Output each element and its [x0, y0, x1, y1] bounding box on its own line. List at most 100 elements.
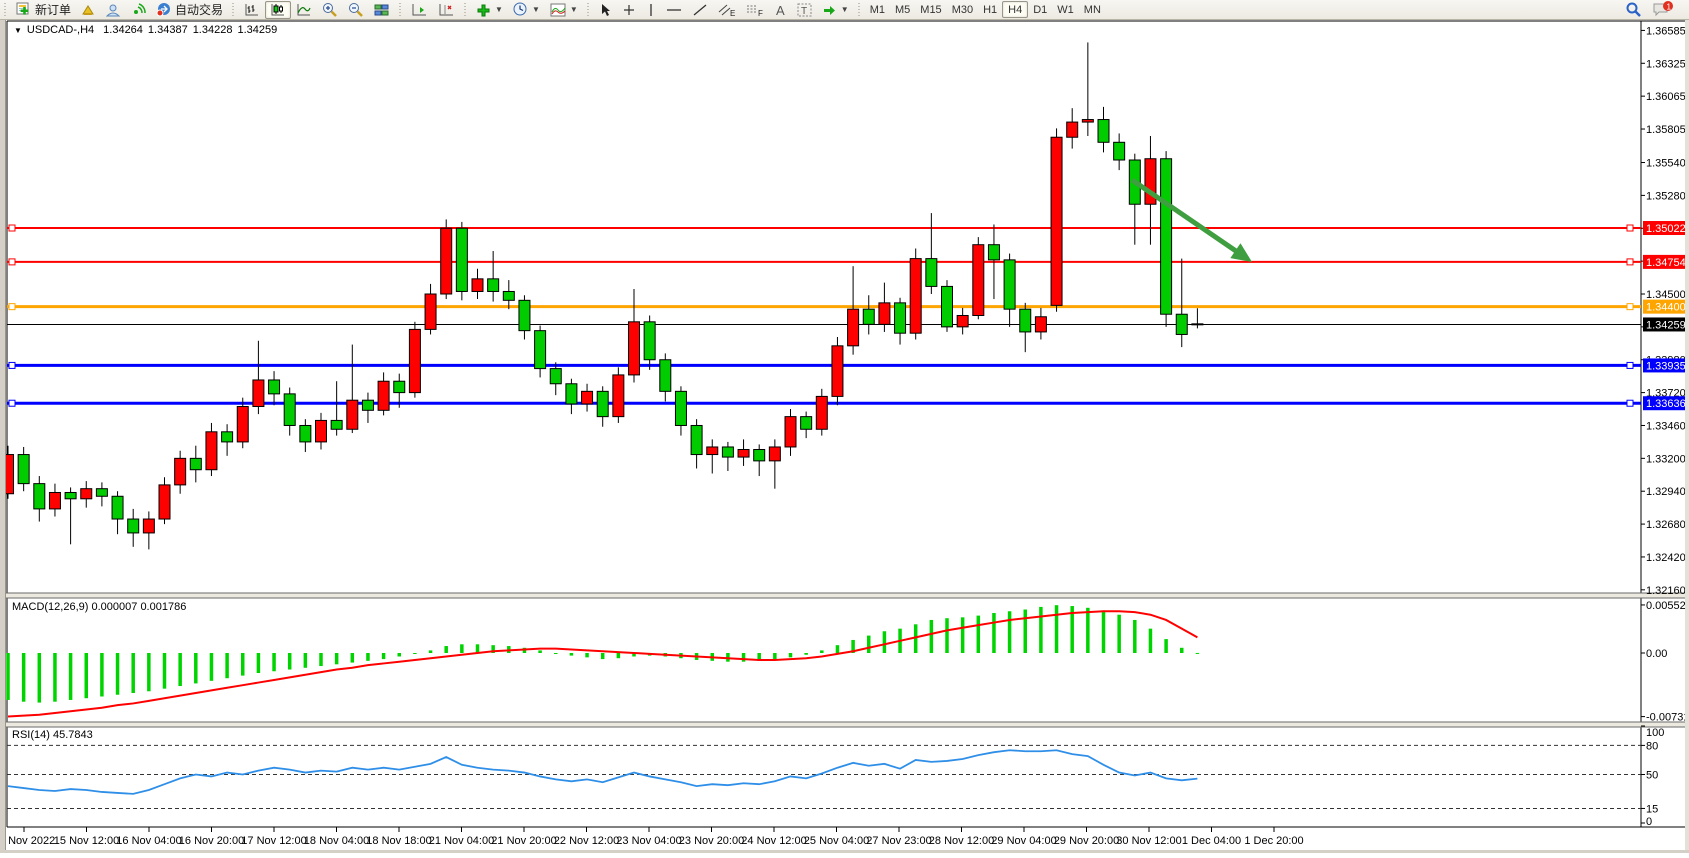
tab-h1[interactable]: H1 [983, 3, 998, 16]
autotrade-button[interactable]: 自动交易 [151, 1, 228, 19]
tab-m30[interactable]: M30 [951, 3, 974, 16]
auto-scroll-button[interactable] [406, 1, 433, 19]
zoom-out-button[interactable] [343, 1, 369, 19]
svg-text:A: A [776, 3, 785, 17]
label-icon: T [797, 3, 812, 17]
chevron-down-icon: ▼ [840, 5, 849, 14]
hline-handle[interactable] [8, 361, 16, 369]
hline-handle[interactable] [1626, 258, 1634, 266]
vline-button[interactable] [641, 1, 661, 19]
text-button[interactable]: A [769, 1, 792, 19]
candle [471, 278, 484, 292]
label-button[interactable]: T [792, 1, 817, 19]
line-chart-button[interactable] [291, 1, 317, 19]
candle [1144, 158, 1157, 205]
periods-button[interactable]: ▼ [508, 1, 545, 19]
toolbar-grip [2, 1, 9, 18]
chevron-down-icon[interactable]: ▼ [14, 25, 22, 35]
window-right-edge [1685, 20, 1689, 853]
hline-handle[interactable] [1626, 399, 1634, 407]
candle [909, 258, 922, 334]
crosshair-button[interactable] [617, 1, 641, 19]
journal-button[interactable] [76, 1, 101, 19]
tab-h4[interactable]: H4 [1002, 1, 1029, 18]
hline-handle[interactable] [8, 303, 16, 311]
journal-icon [82, 4, 94, 15]
tab-m1[interactable]: M1 [869, 3, 885, 16]
chart-shift-button[interactable] [433, 1, 460, 19]
ohlc-high: 1.34387 [147, 24, 188, 36]
svg-text:1 Dec 04:00: 1 Dec 04:00 [1182, 835, 1241, 847]
svg-text:0.00: 0.00 [1646, 648, 1667, 660]
toolbar-grip [462, 1, 470, 18]
indicators-button[interactable]: ▼ [471, 1, 508, 19]
notifications-button[interactable]: 1 [1647, 1, 1681, 19]
candle [690, 424, 703, 456]
candle [236, 406, 249, 443]
svg-text:18 Nov 04:00: 18 Nov 04:00 [304, 835, 369, 847]
price-chart-svg[interactable]: 1.36585 1.36325 1.36065 1.35805 1.35540 1.352… [0, 20, 1689, 853]
svg-text:27 Nov 23:00: 27 Nov 23:00 [866, 835, 931, 847]
candle [80, 488, 93, 500]
hline-price-label: 1.33636 [1643, 396, 1689, 411]
fibonacci-button[interactable]: F [741, 1, 769, 19]
hline-handle[interactable] [8, 258, 16, 266]
tab-d1[interactable]: D1 [1033, 3, 1048, 16]
tile-windows-button[interactable] [369, 1, 395, 19]
notification-badge: 1 [1666, 1, 1671, 11]
svg-text:16 Nov 20:00: 16 Nov 20:00 [179, 835, 244, 847]
hline-button[interactable] [661, 1, 687, 19]
trend-arrow-head[interactable] [1230, 243, 1252, 262]
candle [768, 446, 781, 462]
hline-handle[interactable] [1626, 224, 1634, 232]
candle [549, 368, 562, 385]
candle [565, 383, 578, 405]
trend-arrow-line[interactable] [1130, 177, 1242, 257]
svg-text:1.35022: 1.35022 [1646, 223, 1686, 235]
candlestick-button[interactable] [265, 0, 292, 19]
candle [361, 399, 374, 411]
macd-panel: 0.005526 0.00 -0.007313 [6, 600, 1689, 724]
hline-handle[interactable] [1626, 303, 1634, 311]
channel-button[interactable]: E [713, 1, 741, 19]
trendline-button[interactable] [687, 1, 713, 19]
tab-w1[interactable]: W1 [1057, 3, 1074, 16]
tab-m15[interactable]: M15 [920, 3, 942, 16]
hline-price-label: 1.34400 [1643, 299, 1689, 314]
templates-button[interactable]: ▼ [545, 1, 583, 19]
bar-chart-button[interactable] [239, 1, 265, 19]
new-order-button[interactable]: 新订单 [11, 1, 76, 19]
hline-price-label: 1.35022 [1643, 221, 1689, 236]
tab-m5[interactable]: M5 [895, 3, 911, 16]
search-button[interactable] [1620, 1, 1647, 19]
chart-frame [0, 20, 1689, 828]
crosshair-icon [623, 4, 634, 15]
signal-button[interactable] [126, 1, 151, 19]
tile-windows-icon [374, 4, 389, 15]
candle [174, 457, 187, 486]
cursor-button[interactable] [594, 1, 617, 19]
candle [1160, 158, 1173, 315]
text-icon: A [776, 3, 785, 17]
shapes-button[interactable]: ▼ [817, 1, 854, 19]
profile-button[interactable] [101, 1, 126, 19]
svg-text:-0.007313: -0.007313 [1646, 712, 1689, 724]
svg-text:29 Nov 20:00: 29 Nov 20:00 [1054, 835, 1119, 847]
candle [346, 399, 359, 430]
svg-text:1.33200: 1.33200 [1646, 453, 1686, 465]
candle [1003, 259, 1016, 310]
hline-handle[interactable] [8, 224, 16, 232]
horizontal-lines [7, 224, 1641, 407]
hline-handle[interactable] [1626, 361, 1634, 369]
bar-chart-icon [245, 3, 259, 15]
fibonacci-icon: F [746, 5, 763, 17]
svg-text:15 Nov 12:00: 15 Nov 12:00 [54, 835, 119, 847]
hline-handle[interactable] [8, 399, 16, 407]
candle [111, 495, 124, 520]
zoom-in-button[interactable] [317, 1, 343, 19]
tab-mn[interactable]: MN [1083, 3, 1101, 16]
autotrade-icon [156, 3, 171, 17]
candle [1081, 119, 1094, 123]
hline-price-label: 1.34754 [1643, 254, 1689, 269]
hline-price-label: 1.33935 [1643, 358, 1689, 373]
